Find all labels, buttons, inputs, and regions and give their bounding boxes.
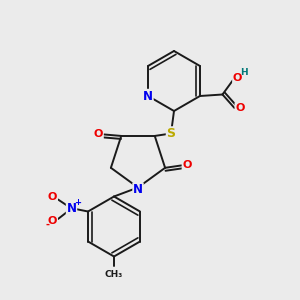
Text: H: H <box>240 68 247 77</box>
Text: O: O <box>48 192 57 202</box>
Text: O: O <box>182 160 192 170</box>
Text: -: - <box>46 219 50 230</box>
Text: O: O <box>233 73 242 83</box>
Text: N: N <box>143 89 153 103</box>
Text: CH₃: CH₃ <box>105 270 123 279</box>
Text: S: S <box>167 127 176 140</box>
Text: O: O <box>48 216 57 226</box>
Text: +: + <box>74 198 81 207</box>
Text: O: O <box>235 103 244 113</box>
Text: N: N <box>133 183 143 196</box>
Text: N: N <box>67 202 76 215</box>
Text: O: O <box>94 129 103 140</box>
